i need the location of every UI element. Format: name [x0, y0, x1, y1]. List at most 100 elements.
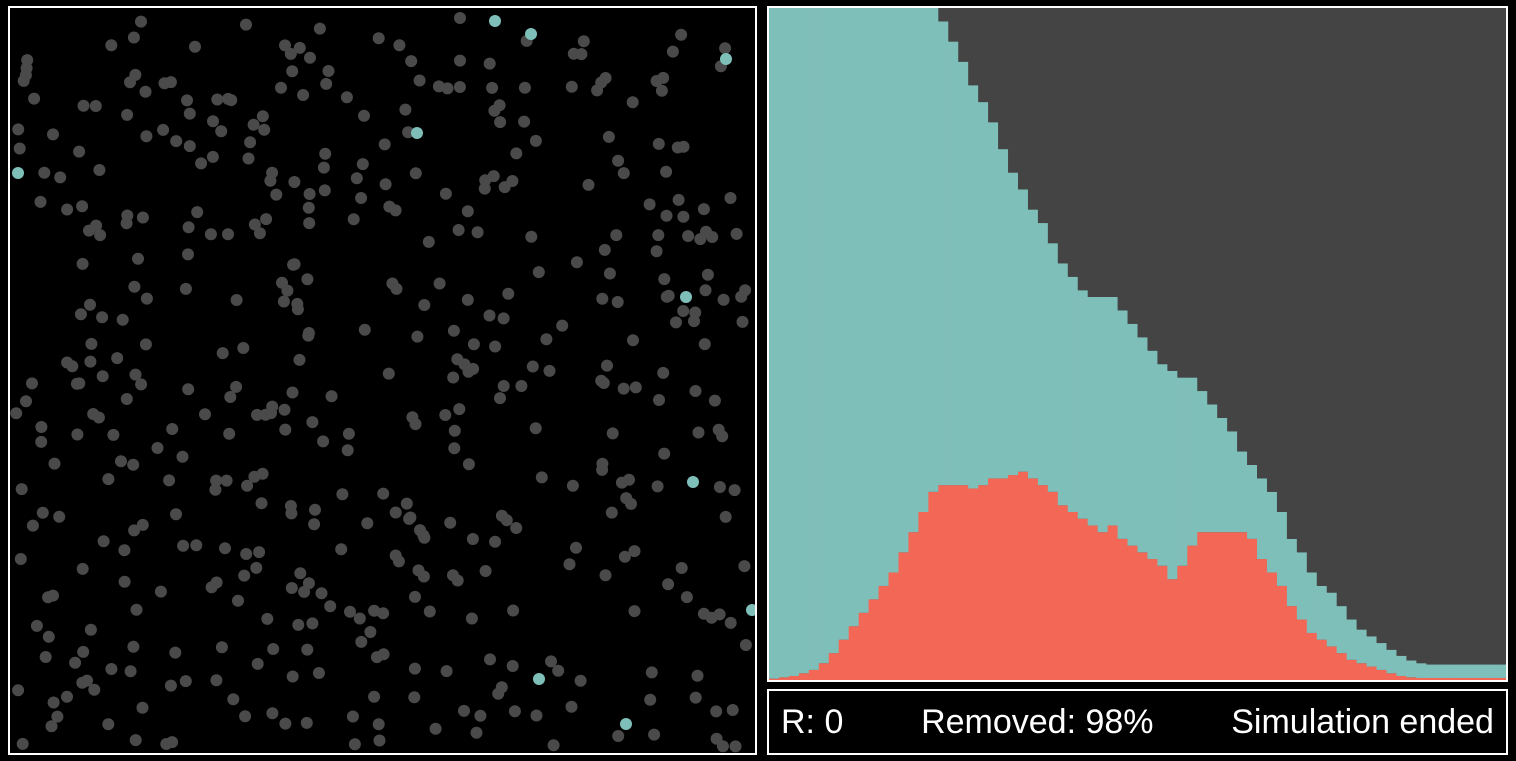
- removed-particle: [660, 165, 673, 178]
- removed-particle: [677, 305, 690, 317]
- removed-particle: [336, 488, 349, 501]
- removed-particle: [288, 176, 301, 188]
- removed-particle: [530, 709, 543, 722]
- removed-particle: [220, 474, 233, 487]
- removed-particle: [710, 705, 723, 718]
- removed-particle: [170, 508, 182, 521]
- removed-particle: [478, 182, 491, 195]
- susceptible-area-segment: [1008, 8, 1019, 173]
- removed-particle: [253, 546, 266, 559]
- removed-particle: [596, 292, 609, 305]
- removed-particle: [302, 329, 315, 342]
- removed-area-segment: [1496, 664, 1506, 678]
- removed-particle: [570, 541, 582, 554]
- removed-particle: [444, 516, 457, 529]
- removed-area-segment: [1147, 350, 1159, 560]
- removed-particle: [298, 585, 311, 598]
- infected-area-segment: [1157, 565, 1168, 680]
- removed-particle: [121, 209, 134, 222]
- removed-area-segment: [928, 8, 939, 492]
- removed-particle: [160, 738, 173, 750]
- removed-particle: [429, 722, 442, 735]
- infected-area-segment: [778, 677, 790, 680]
- removed-particle: [577, 35, 590, 48]
- removed-particle: [692, 426, 705, 439]
- removed-particle: [739, 284, 752, 297]
- removed-particle: [297, 89, 310, 101]
- removed-particle: [373, 734, 386, 747]
- removed-area-segment: [769, 8, 780, 679]
- removed-particle: [358, 323, 371, 336]
- infected-particle: [680, 291, 692, 303]
- removed-area-segment: [1107, 296, 1119, 526]
- removed-particle: [35, 421, 48, 433]
- removed-area-segment: [1157, 364, 1168, 566]
- removed-particle: [286, 670, 299, 683]
- removed-particle: [190, 539, 203, 552]
- removed-particle: [303, 217, 316, 230]
- susceptible-area-segment: [1486, 8, 1497, 665]
- removed-particle: [136, 211, 149, 224]
- removed-particle: [518, 115, 531, 128]
- removed-particle: [405, 55, 418, 68]
- removed-particle: [730, 227, 743, 240]
- removed-particle: [227, 693, 240, 706]
- removed-particle: [84, 298, 96, 311]
- removed-particle: [20, 395, 32, 408]
- removed-area-segment: [1257, 478, 1268, 560]
- removed-particle: [275, 81, 287, 94]
- removed-particle: [617, 382, 630, 395]
- removed-area-segment: [1027, 209, 1039, 479]
- removed-particle: [76, 562, 89, 575]
- removed-particle: [389, 549, 402, 562]
- removed-particle: [652, 229, 665, 242]
- removed-particle: [210, 674, 223, 687]
- removed-particle: [462, 458, 475, 471]
- removed-particle: [660, 209, 673, 222]
- removed-particle: [529, 134, 542, 147]
- removed-area-segment: [1187, 377, 1198, 546]
- removed-particle: [670, 316, 682, 329]
- susceptible-area-segment: [1456, 8, 1467, 665]
- susceptible-area-segment: [1476, 8, 1487, 665]
- infected-area-segment: [1496, 677, 1506, 680]
- removed-particle: [612, 154, 625, 167]
- removed-particle: [73, 377, 86, 390]
- infected-area-segment: [1097, 532, 1109, 680]
- infected-area-segment: [1426, 677, 1437, 680]
- removed-area-segment: [1117, 310, 1129, 539]
- removed-particle: [45, 720, 58, 733]
- simulation-canvas: [8, 6, 757, 755]
- removed-particle: [471, 226, 484, 239]
- removed-particle: [645, 666, 658, 679]
- infected-area-segment: [1077, 518, 1089, 680]
- removed-particle: [658, 447, 671, 460]
- removed-particle: [447, 569, 459, 582]
- infected-area-segment: [928, 491, 939, 680]
- susceptible-area-segment: [998, 8, 1009, 150]
- removed-particle: [417, 529, 430, 542]
- removed-particle: [250, 561, 263, 574]
- susceptible-area-segment: [1047, 8, 1059, 244]
- susceptible-area-segment: [1147, 8, 1159, 351]
- infected-area-segment: [1117, 538, 1129, 680]
- removed-particle: [238, 569, 251, 582]
- removed-particle: [61, 690, 73, 703]
- removed-area-segment: [778, 8, 790, 678]
- removed-particle: [240, 18, 252, 31]
- removed-particle: [71, 428, 84, 441]
- removed-particle: [189, 40, 201, 53]
- removed-particle: [259, 408, 272, 421]
- removed-particle: [215, 641, 228, 654]
- removed-particle: [358, 109, 370, 122]
- removed-particle: [128, 280, 141, 293]
- removed-particle: [232, 594, 244, 607]
- removed-particle: [181, 94, 193, 107]
- susceptible-area-segment: [1326, 8, 1338, 593]
- removed-particle: [402, 126, 415, 139]
- removed-particle: [207, 115, 219, 128]
- removed-particle: [379, 178, 392, 191]
- removed-particle: [719, 42, 732, 55]
- removed-area-segment: [1266, 491, 1278, 573]
- removed-particle: [483, 309, 496, 322]
